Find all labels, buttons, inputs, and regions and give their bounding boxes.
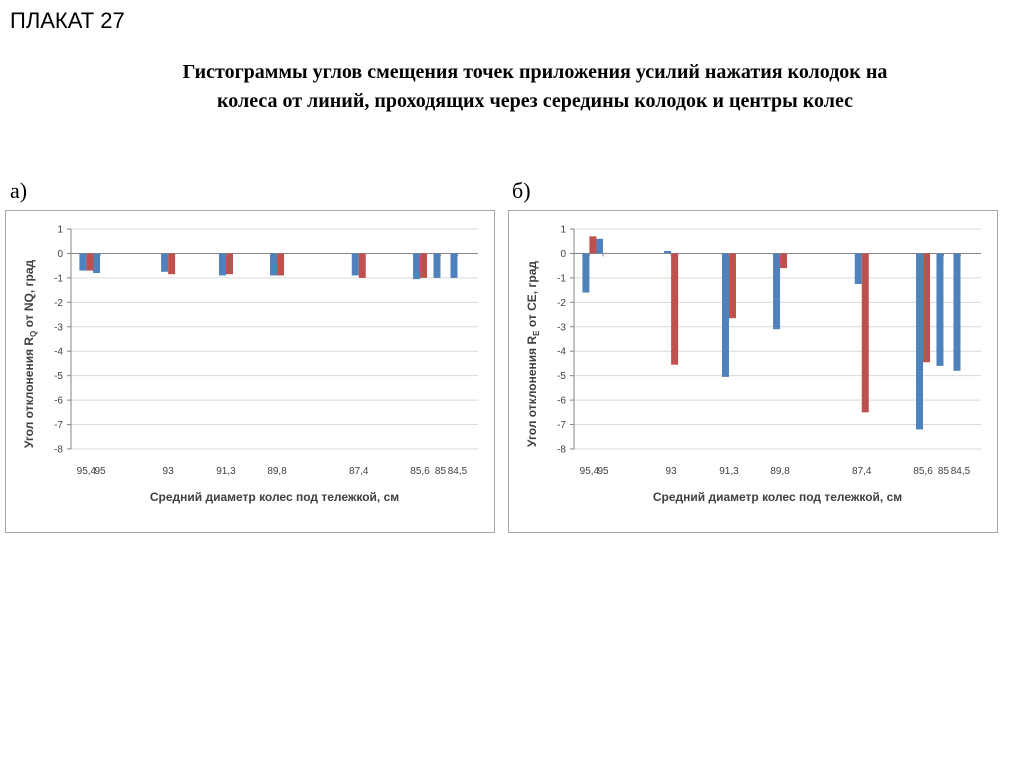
y-tick-label: 1 bbox=[560, 225, 566, 236]
x-axis-title: Средний диаметр колес под тележкой, см bbox=[653, 490, 902, 504]
x-tick-label: 95 bbox=[94, 466, 106, 477]
y-axis-title: Угол отклонения RQ от NQ, град bbox=[22, 259, 38, 448]
x-tick-label: 91,3 bbox=[719, 466, 739, 477]
chart-b: 1 0 -1 -2 -3 -4 -5 -6 -7 -8 95,4 95 93 91,3 89,8 87,4 85… bbox=[508, 210, 998, 533]
y-tick-label: -1 bbox=[557, 273, 566, 284]
bar-series1 bbox=[664, 251, 672, 254]
y-tick-label: 1 bbox=[57, 225, 63, 236]
y-axis-title-subscript: E bbox=[532, 330, 541, 336]
x-tick-label: 87,4 bbox=[852, 466, 872, 477]
bar-series1 bbox=[161, 253, 169, 272]
bar-series2 bbox=[358, 253, 366, 278]
y-tick-label: -4 bbox=[557, 347, 566, 358]
y-tick-label: 0 bbox=[560, 249, 566, 260]
y-tick-label: -8 bbox=[557, 445, 566, 456]
y-axis-title-subscript: Q bbox=[29, 331, 38, 337]
x-tick-label: 85,6 bbox=[913, 466, 933, 477]
y-tick-label: -7 bbox=[54, 420, 63, 431]
y-tick-label: -3 bbox=[557, 322, 566, 333]
bar-series1 bbox=[721, 253, 729, 377]
bar-series1 bbox=[854, 253, 862, 284]
bar-series2 bbox=[589, 236, 597, 254]
x-tick-label: 85,6 bbox=[410, 466, 430, 477]
y-axis-title-rest: от CE, град bbox=[525, 261, 539, 331]
panel-label-a: а) bbox=[10, 178, 28, 203]
page-title: Гистограммы углов смещения точек приложе… bbox=[182, 61, 888, 112]
bar-series1 bbox=[413, 253, 421, 280]
x-tick-label: 84,5 bbox=[951, 466, 971, 477]
bar-series1 bbox=[450, 253, 458, 278]
y-tick-label: -8 bbox=[54, 445, 63, 456]
x-tick-label: 89,8 bbox=[267, 466, 287, 477]
bar-series1 bbox=[936, 253, 944, 366]
y-tick-label: -6 bbox=[557, 396, 566, 407]
x-tick-label: 93 bbox=[666, 466, 678, 477]
bar-series1 bbox=[93, 253, 101, 273]
x-tick-label: 95,4 bbox=[77, 466, 97, 477]
y-tick-label: -7 bbox=[557, 420, 566, 431]
bar-series1 bbox=[218, 253, 226, 276]
x-tick-label: 91,3 bbox=[216, 466, 236, 477]
x-tick-label: 89,8 bbox=[770, 466, 790, 477]
x-axis-title: Средний диаметр колес под тележкой, см bbox=[150, 490, 399, 504]
bar-series2 bbox=[923, 253, 931, 363]
y-tick-label: -2 bbox=[54, 298, 63, 309]
bar-series2 bbox=[86, 253, 94, 271]
bar-series2 bbox=[277, 253, 285, 276]
bar-series1 bbox=[351, 253, 359, 276]
y-tick-label: -5 bbox=[557, 371, 566, 382]
y-tick-label: 0 bbox=[57, 249, 63, 260]
bar-series1 bbox=[953, 253, 961, 371]
y-axis-title-rest: от NQ, град bbox=[22, 259, 36, 330]
y-axis-title: Угол отклонения RE от CE, град bbox=[525, 261, 541, 448]
x-tick-label: 85 bbox=[938, 466, 950, 477]
y-tick-label: -2 bbox=[557, 298, 566, 309]
bar-series1 bbox=[270, 253, 278, 276]
bar-series2 bbox=[225, 253, 233, 275]
y-axis-title-main: Угол отклонения R bbox=[22, 337, 36, 449]
bar-series1 bbox=[773, 253, 781, 330]
bar-series2 bbox=[420, 253, 428, 278]
bar-series2 bbox=[780, 253, 788, 269]
y-tick-label: -6 bbox=[54, 396, 63, 407]
y-tick-label: -4 bbox=[54, 347, 63, 358]
x-tick-label: 95 bbox=[597, 466, 609, 477]
x-tick-label: 93 bbox=[163, 466, 175, 477]
bar-series1 bbox=[79, 253, 87, 271]
y-tick-label: -1 bbox=[54, 273, 63, 284]
bar-series2 bbox=[861, 253, 869, 413]
bar-series1 bbox=[582, 253, 590, 293]
poster-label: ПЛАКАТ 27 bbox=[10, 8, 125, 33]
bar-series1 bbox=[596, 238, 604, 254]
chart-a: 1 0 -1 -2 -3 -4 -5 -6 -7 -8 95,4 95 93 91,3 89,8 87,4 85… bbox=[5, 210, 495, 533]
bar-series2 bbox=[728, 253, 736, 319]
x-tick-label: 87,4 bbox=[349, 466, 369, 477]
y-axis-title-main: Угол отклонения R bbox=[525, 335, 539, 447]
bar-series1 bbox=[916, 253, 924, 430]
y-tick-label: -5 bbox=[54, 371, 63, 382]
panel-label-b: б) bbox=[512, 178, 531, 203]
bar-series1 bbox=[433, 253, 441, 278]
chart-b-svg: 1 0 -1 -2 -3 -4 -5 -6 -7 -8 95,495 93 91,3 89,8 87,4 85… bbox=[525, 225, 981, 504]
bar-series2 bbox=[168, 253, 176, 275]
x-tick-label: 84,5 bbox=[448, 466, 468, 477]
chart-a-svg: 1 0 -1 -2 -3 -4 -5 -6 -7 -8 95,495 93 91,3 89,8 87,4 85… bbox=[22, 225, 478, 504]
bar-series2 bbox=[671, 253, 679, 365]
x-tick-label: 95,4 bbox=[580, 466, 600, 477]
x-tick-label: 85 bbox=[435, 466, 447, 477]
y-tick-label: -3 bbox=[54, 322, 63, 333]
